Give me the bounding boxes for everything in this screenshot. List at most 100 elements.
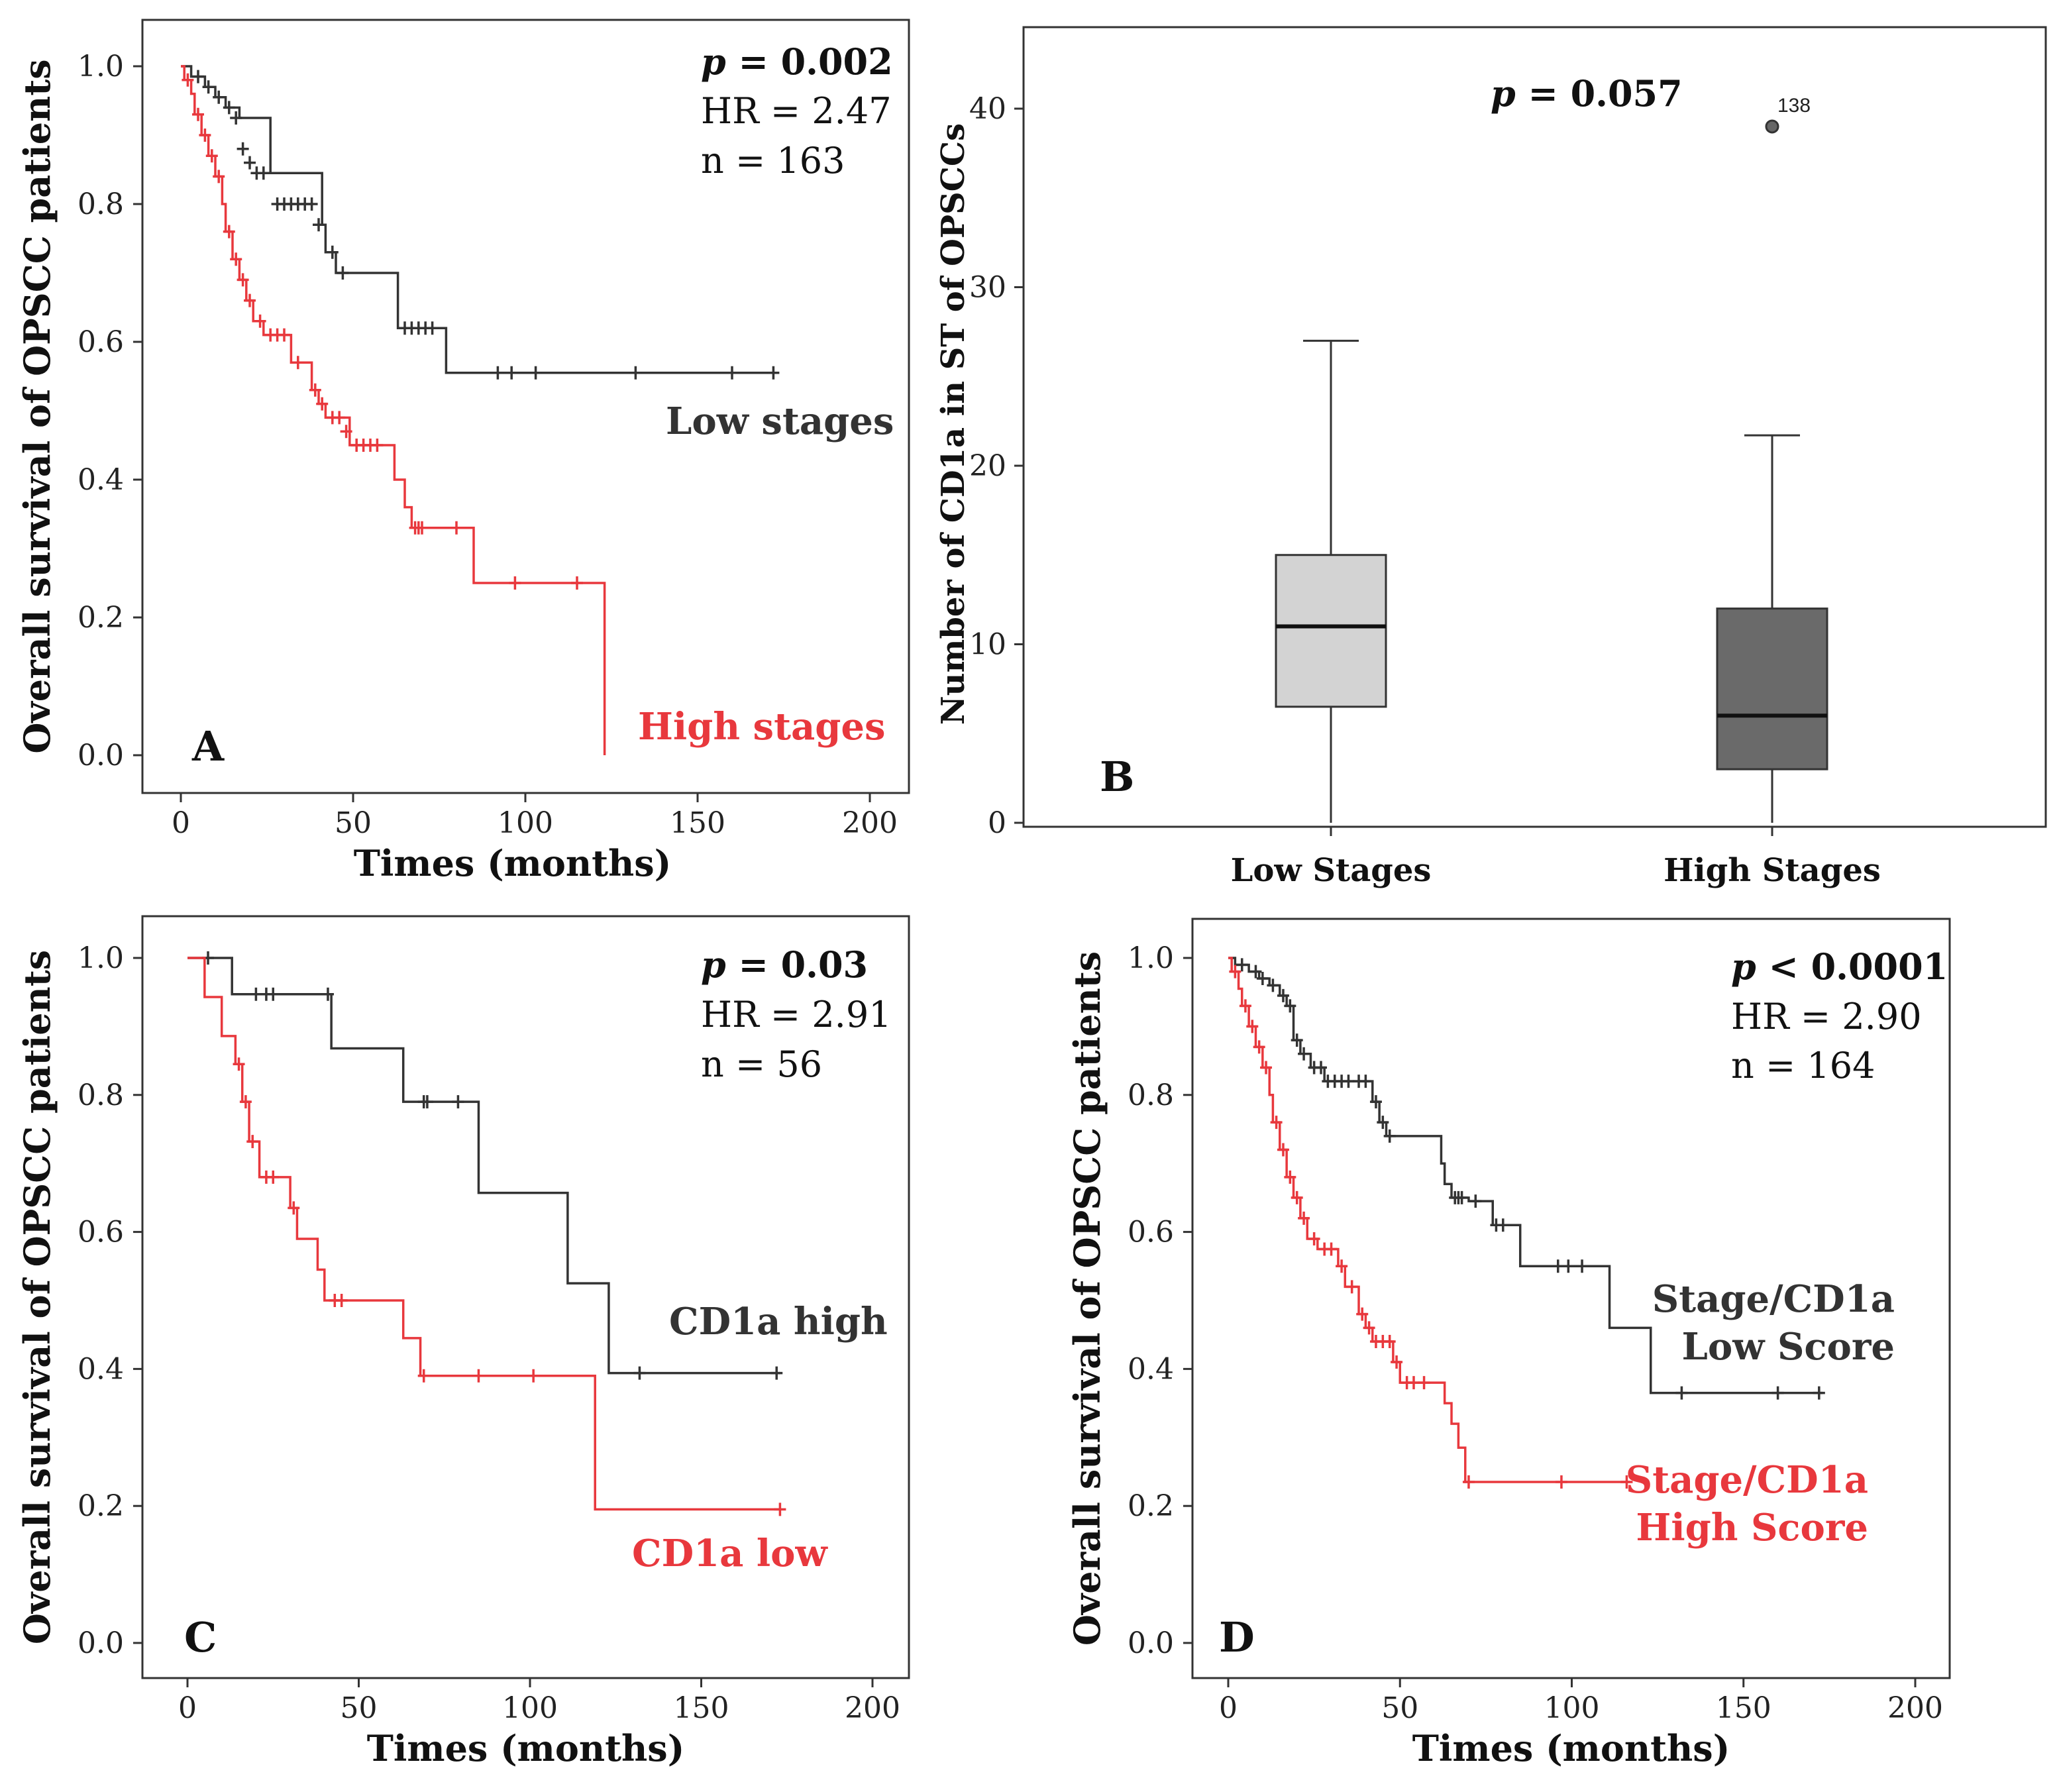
panel-a: 0.0 0.2 0.4 0.6 0.8 1.0 0 50 100 150 200 Times (mon… [16, 19, 910, 884]
censor-mark [1298, 1211, 1310, 1225]
censor-mark [1562, 1259, 1575, 1273]
km-curve-stage-cd1a-low-score [1228, 957, 1822, 1395]
y-tick-label: 0.8 [78, 187, 124, 221]
censor-mark [1325, 1242, 1338, 1256]
censor-mark [237, 273, 249, 287]
censor-mark [233, 1057, 245, 1071]
censor-mark [1675, 1386, 1688, 1400]
censor-mark [313, 218, 325, 232]
censor-mark [321, 987, 334, 1001]
censor-mark [472, 1369, 485, 1383]
censor-mark [1552, 1259, 1564, 1273]
censor-mark [1391, 1355, 1403, 1369]
censor-mark [1236, 958, 1248, 972]
km-curve-stage-cd1a-high-score [1228, 957, 1630, 1483]
censor-mark [1342, 1075, 1355, 1088]
panel-letter: C [184, 1613, 217, 1661]
x-tick-label: 50 [1381, 1691, 1418, 1725]
y-tick-label: 0.0 [78, 1626, 124, 1660]
censor-mark [333, 411, 346, 425]
y-tick-label: 1.0 [78, 50, 124, 83]
censor-mark [1246, 1020, 1259, 1033]
x-tick-label: 150 [670, 806, 725, 840]
hazard-ratio: HR = 2.91 [701, 994, 892, 1035]
censor-mark [202, 80, 215, 94]
x-tick-label: 100 [1544, 1691, 1600, 1725]
censor-mark [1377, 1116, 1389, 1130]
censor-mark [326, 245, 339, 259]
sample-size: n = 163 [701, 140, 845, 182]
censor-mark [416, 521, 428, 535]
y-tick-label: 0.6 [78, 1216, 124, 1249]
censor-mark [1298, 1047, 1310, 1061]
x-tick-label: 50 [341, 1691, 378, 1725]
censor-mark [1576, 1259, 1589, 1273]
censor-mark [1291, 1190, 1303, 1204]
series-label: Low stages [666, 399, 894, 443]
x-tick-label: 50 [335, 806, 372, 840]
p-value: p = 0.057 [1491, 72, 1683, 115]
censor-mark [335, 1294, 348, 1307]
censor-mark [246, 1135, 259, 1149]
censor-mark [1813, 1386, 1825, 1400]
box-low-stages [1275, 554, 1387, 708]
censor-mark [527, 1369, 540, 1383]
hazard-ratio: HR = 2.90 [1731, 996, 1922, 1037]
censor-mark [205, 149, 218, 163]
censor-mark [1291, 1033, 1303, 1047]
plot-frame [1022, 26, 2047, 828]
series-label: Low Score [1682, 1325, 1895, 1369]
y-axis-label: Overall survival of OPSCC patients [1066, 951, 1108, 1646]
censor-mark [192, 70, 204, 83]
km-curve-cd1a-low [187, 957, 780, 1511]
censor-mark [767, 366, 780, 380]
censor-mark [213, 170, 225, 184]
panel-d: 0.0 0.2 0.4 0.6 0.8 1.0 0 50 100 150 200 Times (mon… [1066, 918, 1951, 1769]
censor-mark [726, 366, 738, 380]
censor-mark [1555, 1475, 1567, 1489]
panel-c: 0.0 0.2 0.4 0.6 0.8 1.0 0 50 100 150 200 Times (mon… [16, 915, 910, 1769]
outlier-point [1765, 119, 1779, 134]
censor-mark [230, 252, 242, 266]
y-tick-label: 30 [969, 271, 1006, 305]
censor-mark [254, 314, 266, 328]
censor-mark [192, 107, 204, 121]
y-axis-label: Number of CD1a in ST of OPSCCs [935, 123, 972, 725]
censor-mark [633, 1366, 646, 1380]
censor-mark [1256, 972, 1269, 986]
series-label: CD1a high [669, 1300, 888, 1344]
x-tick-label: 200 [842, 806, 898, 840]
censor-mark [1229, 965, 1241, 978]
censor-mark [1455, 1190, 1468, 1204]
y-tick-label: 0.4 [78, 463, 124, 497]
y-tick-label: 10 [969, 628, 1006, 662]
x-tick-label: 100 [502, 1691, 558, 1725]
censor-mark [1359, 1075, 1372, 1088]
y-tick-label: 0.6 [1128, 1216, 1174, 1249]
y-tick-label: 20 [969, 449, 1006, 483]
censor-mark [492, 366, 504, 380]
censor-mark [1270, 1116, 1283, 1130]
x-tick-label: 150 [1716, 1691, 1771, 1725]
series-label: Stage/CD1a [1652, 1277, 1895, 1321]
x-tick-label: 0 [178, 1691, 197, 1725]
y-tick-label: 0.4 [1128, 1352, 1174, 1386]
censor-mark [426, 321, 439, 335]
censor-mark [1346, 1280, 1358, 1294]
censor-mark [1308, 1232, 1320, 1245]
plot-frame [141, 915, 910, 1679]
panel-letter: A [191, 722, 225, 770]
sample-size: n = 164 [1731, 1045, 1875, 1086]
outlier-label: 138 [1777, 95, 1811, 117]
censor-mark [505, 366, 518, 380]
series-label: CD1a low [632, 1532, 829, 1575]
km-curve-high-stages [181, 65, 606, 755]
km-curve-cd1a-high [187, 957, 780, 1375]
censor-mark [237, 142, 249, 156]
censor-mark [1620, 1475, 1633, 1489]
censor-mark [1407, 1376, 1420, 1390]
censor-mark [239, 1095, 252, 1109]
censor-mark [774, 1502, 786, 1516]
p-value: p = 0.03 [701, 943, 868, 986]
